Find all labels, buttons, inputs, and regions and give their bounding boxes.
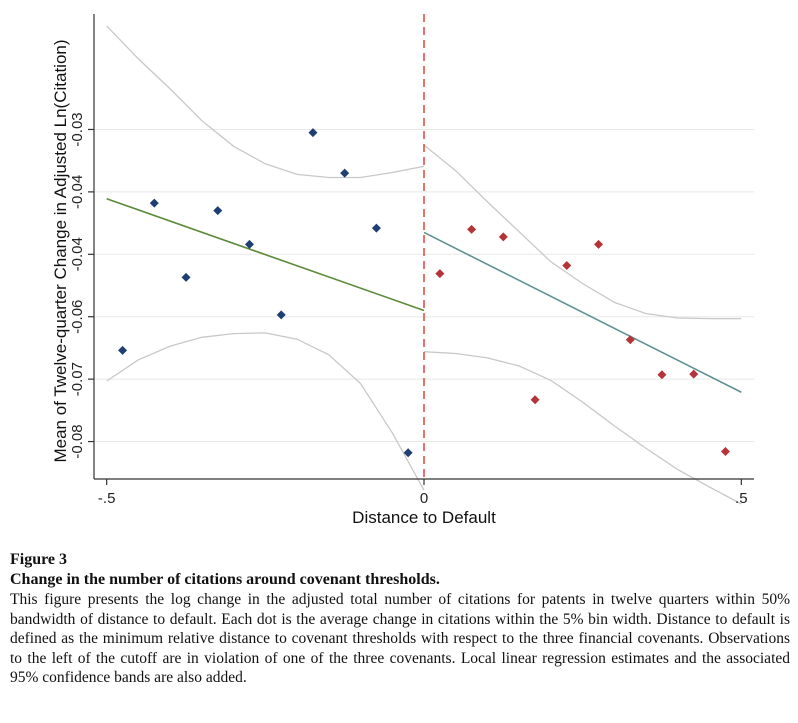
data-point-right-2 [498,232,508,242]
y-tick-label-3: -0.04 [69,237,86,271]
x-tick-label-1: 0 [420,490,428,507]
data-point-left-2 [181,272,191,282]
data-point-right-0 [435,269,445,279]
data-point-left-4 [244,239,254,249]
axes: -0.08 -0.07 -0.06 -0.04 -0.04 -0.03 -.5 0 .5 [69,14,754,507]
chart-area: -0.08 -0.07 -0.06 -0.04 -0.04 -0.03 -.5 0 .5 Dis… [51,14,754,527]
figure-description: This figure presents the log change in t… [10,591,790,686]
confidence-band-right-lower [423,351,742,505]
x-axis-title: Distance to Default [352,508,496,527]
figure-title: Change in the number of citations around… [10,571,440,588]
y-tick-label-5: -0.03 [69,112,86,146]
fit-line-right [423,231,742,393]
data-point-right-4 [562,261,572,271]
fit-line-left [106,197,425,312]
figure-label: Figure 3 [10,551,68,568]
confidence-band-left-lower [106,332,425,491]
y-axis-title: Mean of Twelve-quarter Change in Adjuste… [51,39,70,462]
data-point-right-6 [625,335,635,345]
data-points [118,128,730,458]
confidence-band-left-upper [106,25,425,179]
y-tick-label-2: -0.06 [69,300,86,334]
data-point-right-5 [594,239,604,249]
fit-lines [106,197,742,393]
data-point-right-8 [689,369,699,379]
data-point-left-9 [403,448,413,458]
confidence-band-right-upper [423,144,742,320]
data-point-right-7 [657,370,667,380]
x-tick-label-0: -.5 [98,490,116,507]
data-point-left-8 [371,223,381,233]
y-tick-label-4: -0.04 [69,175,86,209]
confidence-bands [106,25,742,505]
figure-caption: Figure 3 Change in the number of citatio… [10,550,790,688]
y-tick-label-0: -0.08 [69,424,86,458]
data-point-right-9 [720,447,730,457]
x-tick-label-2: .5 [735,490,748,507]
scatter-chart: -0.08 -0.07 -0.06 -0.04 -0.04 -0.03 -.5 0 .5 Dis… [51,14,754,527]
data-point-left-3 [213,206,223,216]
data-point-left-0 [118,345,128,355]
y-tick-label-1: -0.07 [69,362,86,396]
data-point-left-7 [340,168,350,178]
data-point-left-5 [276,310,286,320]
data-point-left-1 [149,198,159,208]
data-point-right-1 [467,224,477,234]
data-point-left-6 [308,128,318,138]
data-point-right-3 [530,395,540,405]
